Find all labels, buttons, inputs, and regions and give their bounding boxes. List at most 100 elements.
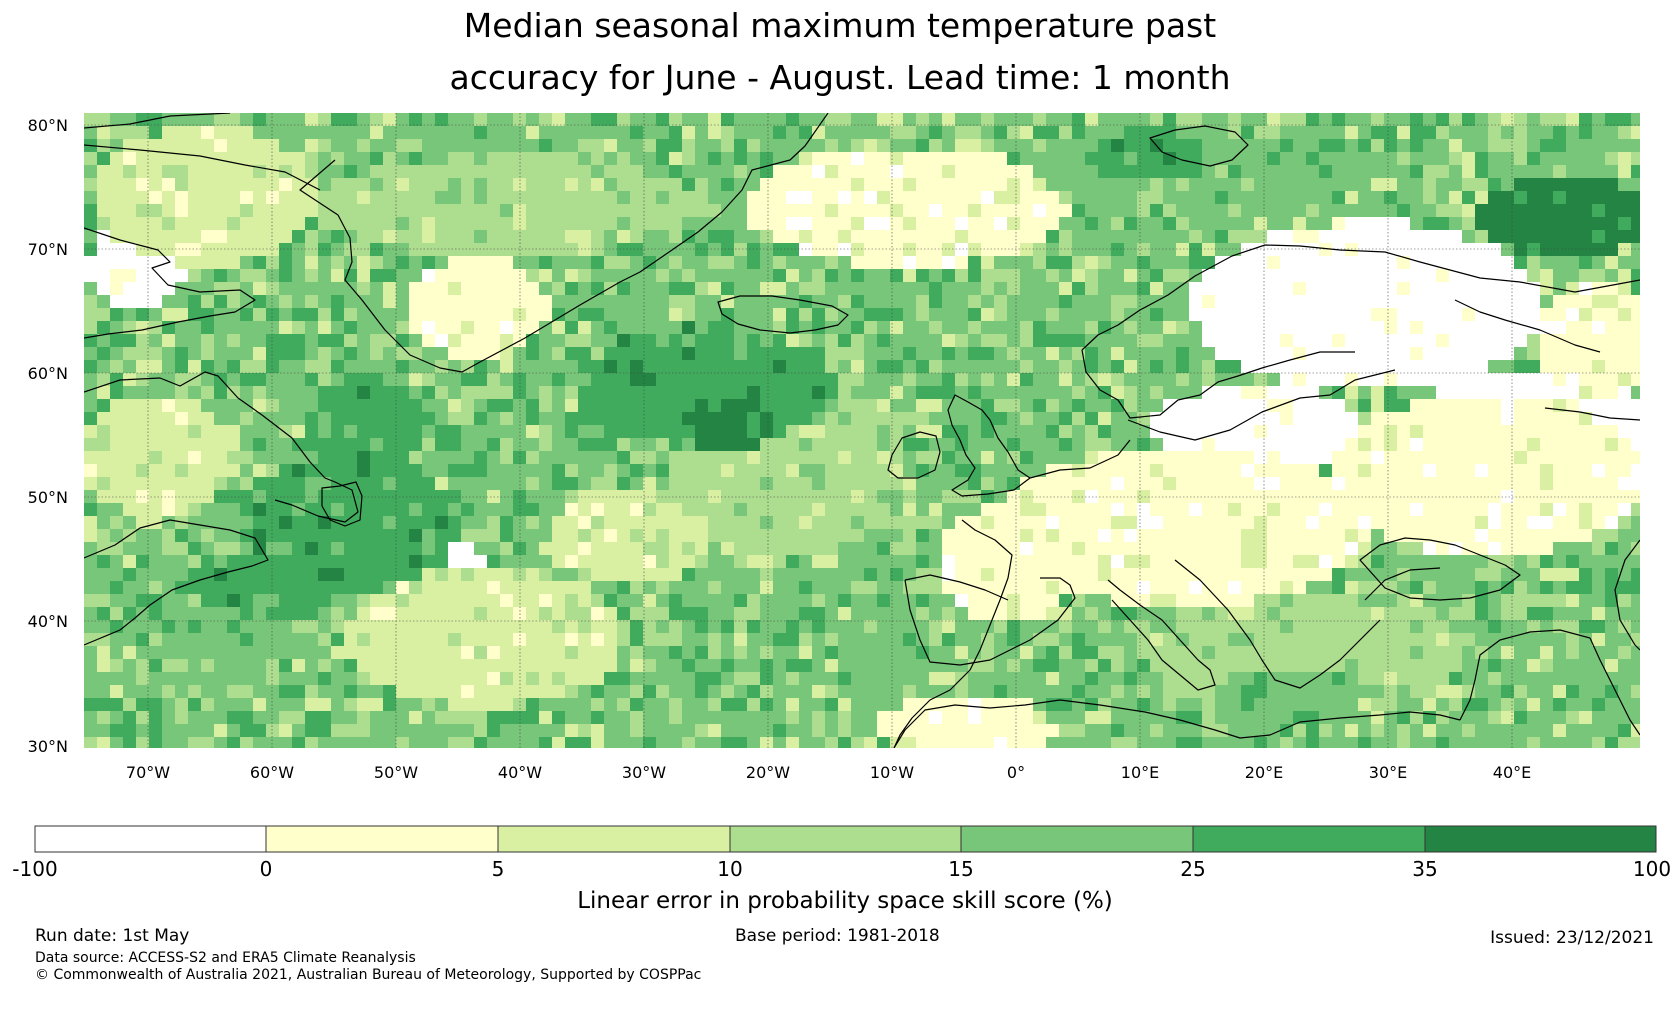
skill-cell: [175, 477, 188, 490]
skill-cell: [487, 347, 500, 360]
skill-cell: [331, 724, 344, 737]
skill-cell: [1605, 737, 1618, 748]
skill-cell: [1631, 269, 1640, 282]
skill-cell: [1358, 360, 1371, 373]
skill-cell: [565, 191, 578, 204]
skill-cell: [1371, 282, 1384, 295]
skill-cell: [1618, 594, 1631, 607]
skill-cell: [812, 191, 825, 204]
skill-cell: [591, 477, 604, 490]
skill-cell: [1319, 672, 1332, 685]
skill-cell: [773, 542, 786, 555]
skill-cell: [1371, 152, 1384, 165]
skill-cell: [929, 191, 942, 204]
skill-cell: [1332, 581, 1345, 594]
skill-cell: [461, 217, 474, 230]
skill-cell: [331, 425, 344, 438]
skill-cell: [487, 373, 500, 386]
skill-cell: [877, 737, 890, 748]
skill-cell: [175, 256, 188, 269]
skill-cell: [1254, 152, 1267, 165]
skill-cell: [825, 347, 838, 360]
skill-cell: [396, 165, 409, 178]
skill-cell: [474, 321, 487, 334]
skill-cell: [396, 191, 409, 204]
skill-cell: [487, 529, 500, 542]
skill-cell: [760, 399, 773, 412]
skill-cell: [825, 399, 838, 412]
skill-cell: [1319, 464, 1332, 477]
skill-cell: [149, 282, 162, 295]
skill-cell: [214, 477, 227, 490]
skill-cell: [838, 191, 851, 204]
skill-cell: [253, 204, 266, 217]
skill-cell: [1215, 464, 1228, 477]
skill-cell: [1046, 256, 1059, 269]
skill-cell: [1436, 438, 1449, 451]
skill-cell: [656, 607, 669, 620]
skill-cell: [994, 542, 1007, 555]
skill-cell: [1436, 620, 1449, 633]
skill-cell: [474, 581, 487, 594]
skill-cell: [1423, 165, 1436, 178]
skill-cell: [968, 386, 981, 399]
skill-cell: [1085, 581, 1098, 594]
skill-cell: [1085, 490, 1098, 503]
skill-cell: [773, 633, 786, 646]
skill-cell: [994, 698, 1007, 711]
skill-cell: [1293, 386, 1306, 399]
skill-cell: [279, 711, 292, 724]
skill-cell: [201, 334, 214, 347]
skill-cell: [1540, 503, 1553, 516]
skill-cell: [1436, 126, 1449, 139]
skill-cell: [617, 633, 630, 646]
skill-cell: [1215, 685, 1228, 698]
skill-cell: [1293, 217, 1306, 230]
skill-cell: [1501, 685, 1514, 698]
skill-cell: [487, 555, 500, 568]
skill-cell: [760, 230, 773, 243]
skill-cell: [1137, 542, 1150, 555]
skill-cell: [1267, 282, 1280, 295]
skill-cell: [864, 425, 877, 438]
skill-cell: [1436, 256, 1449, 269]
skill-cell: [227, 191, 240, 204]
skill-cell: [747, 516, 760, 529]
skill-cell: [1228, 295, 1241, 308]
skill-cell: [838, 165, 851, 178]
skill-cell: [1254, 191, 1267, 204]
skill-cell: [240, 139, 253, 152]
skill-cell: [240, 594, 253, 607]
skill-cell: [1592, 529, 1605, 542]
skill-cell: [669, 178, 682, 191]
skill-cell: [929, 399, 942, 412]
skill-cell: [942, 672, 955, 685]
skill-cell: [1358, 672, 1371, 685]
skill-cell: [942, 217, 955, 230]
skill-cell: [461, 373, 474, 386]
skill-cell: [162, 451, 175, 464]
skill-cell: [955, 555, 968, 568]
skill-cell: [1137, 334, 1150, 347]
skill-cell: [487, 256, 500, 269]
skill-cell: [994, 191, 1007, 204]
skill-cell: [1215, 542, 1228, 555]
skill-cell: [955, 126, 968, 139]
skill-cell: [1449, 204, 1462, 217]
skill-cell: [1332, 633, 1345, 646]
skill-cell: [656, 503, 669, 516]
skill-cell: [1124, 555, 1137, 568]
skill-cell: [1254, 698, 1267, 711]
skill-cell: [721, 308, 734, 321]
skill-cell: [136, 555, 149, 568]
skill-cell: [942, 256, 955, 269]
skill-cell: [1358, 620, 1371, 633]
skill-cell: [760, 152, 773, 165]
skill-cell: [838, 230, 851, 243]
skill-cell: [500, 256, 513, 269]
skill-cell: [708, 412, 721, 425]
skill-cell: [357, 438, 370, 451]
skill-cell: [110, 308, 123, 321]
skill-cell: [266, 165, 279, 178]
skill-cell: [370, 412, 383, 425]
